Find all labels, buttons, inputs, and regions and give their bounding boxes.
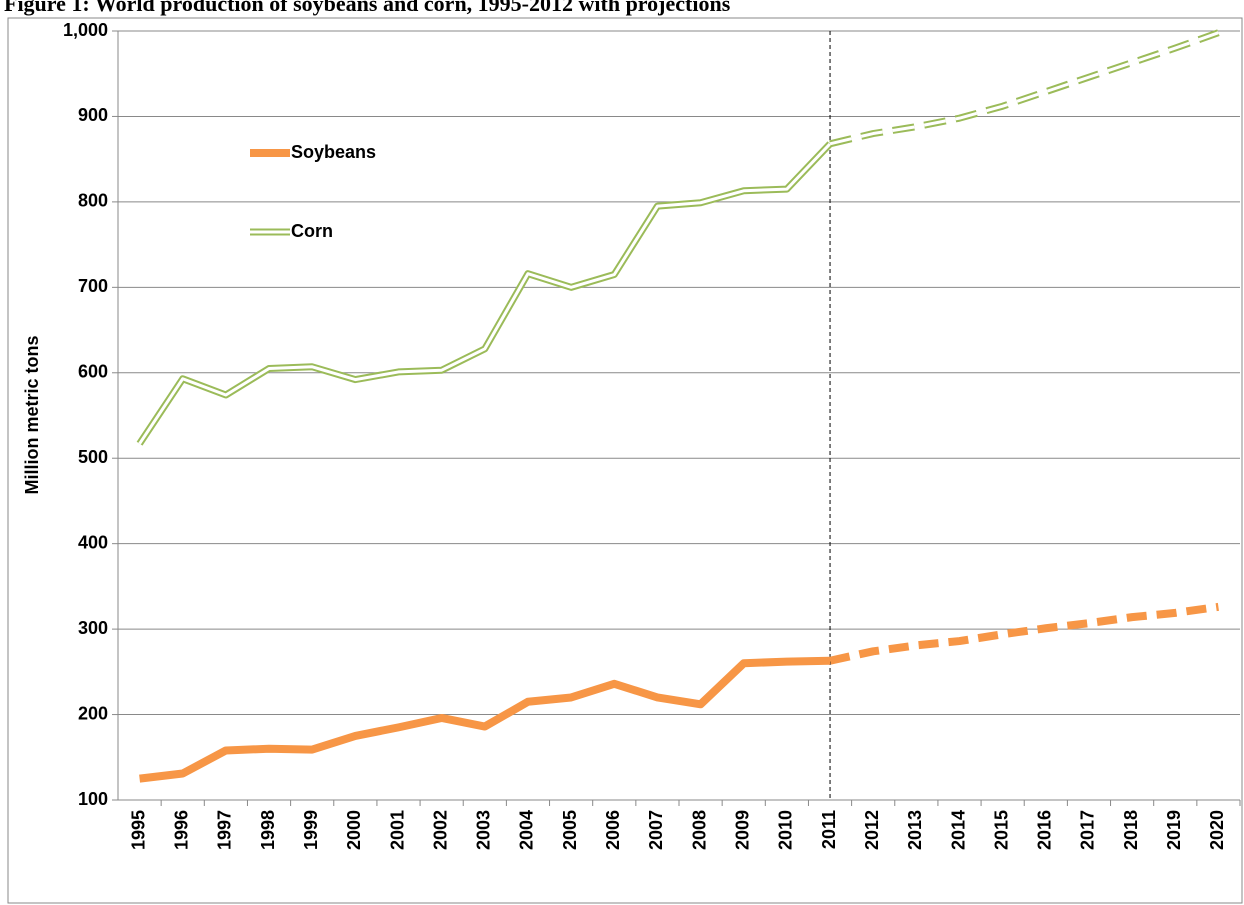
x-tick-label: 2016 <box>1035 810 1055 850</box>
x-tick-label: 2017 <box>1078 810 1098 850</box>
y-axis-label: Million metric tons <box>22 335 42 494</box>
x-tick-label: 1999 <box>301 810 321 850</box>
y-tick-label: 500 <box>78 447 108 467</box>
chart-frame <box>7 17 1243 904</box>
series-line-inner <box>138 142 832 445</box>
y-tick-label: 700 <box>78 276 108 296</box>
x-tick-label: 2005 <box>560 810 580 850</box>
x-tick-label: 1995 <box>128 810 148 850</box>
x-tick-label: 2020 <box>1207 810 1227 850</box>
y-tick-label: 800 <box>78 191 108 211</box>
series-line-inner <box>829 31 1219 146</box>
y-tick-label: 400 <box>78 532 108 552</box>
series-line <box>829 29 1220 148</box>
y-tick-label: 1,000 <box>63 20 108 40</box>
x-tick-label: 2000 <box>344 810 364 850</box>
x-tick-label: 1998 <box>258 810 278 850</box>
x-tick-label: 2002 <box>430 810 450 850</box>
y-tick-label: 200 <box>78 703 108 723</box>
x-tick-label: 2007 <box>646 810 666 850</box>
x-tick-label: 2013 <box>905 810 925 850</box>
x-tick-label: 2014 <box>948 810 968 850</box>
y-tick-label: 100 <box>78 789 108 809</box>
legend-label: Soybeans <box>291 142 376 162</box>
y-tick-label: 300 <box>78 618 108 638</box>
legend-label: Corn <box>291 221 333 241</box>
x-tick-label: 2009 <box>732 810 752 850</box>
series-line <box>829 602 1219 665</box>
y-tick-label: 600 <box>78 362 108 382</box>
x-tick-label: 2001 <box>387 810 407 850</box>
x-tick-label: 2015 <box>991 810 1011 850</box>
x-tick-label: 2010 <box>776 810 796 850</box>
series-line <box>139 656 831 783</box>
x-tick-label: 2003 <box>474 810 494 850</box>
x-tick-label: 2011 <box>819 810 839 849</box>
series-line <box>136 141 833 446</box>
chart-title: Figure 1: World production of soybeans a… <box>4 0 731 16</box>
x-tick-label: 1996 <box>171 810 191 850</box>
x-tick-label: 2018 <box>1121 810 1141 850</box>
x-tick-label: 2008 <box>689 810 709 850</box>
x-tick-label: 2004 <box>517 810 537 850</box>
x-tick-label: 2006 <box>603 810 623 850</box>
x-tick-label: 2019 <box>1164 810 1184 850</box>
x-tick-label: 2012 <box>862 810 882 850</box>
y-tick-label: 900 <box>78 105 108 125</box>
x-tick-label: 1997 <box>215 810 235 850</box>
